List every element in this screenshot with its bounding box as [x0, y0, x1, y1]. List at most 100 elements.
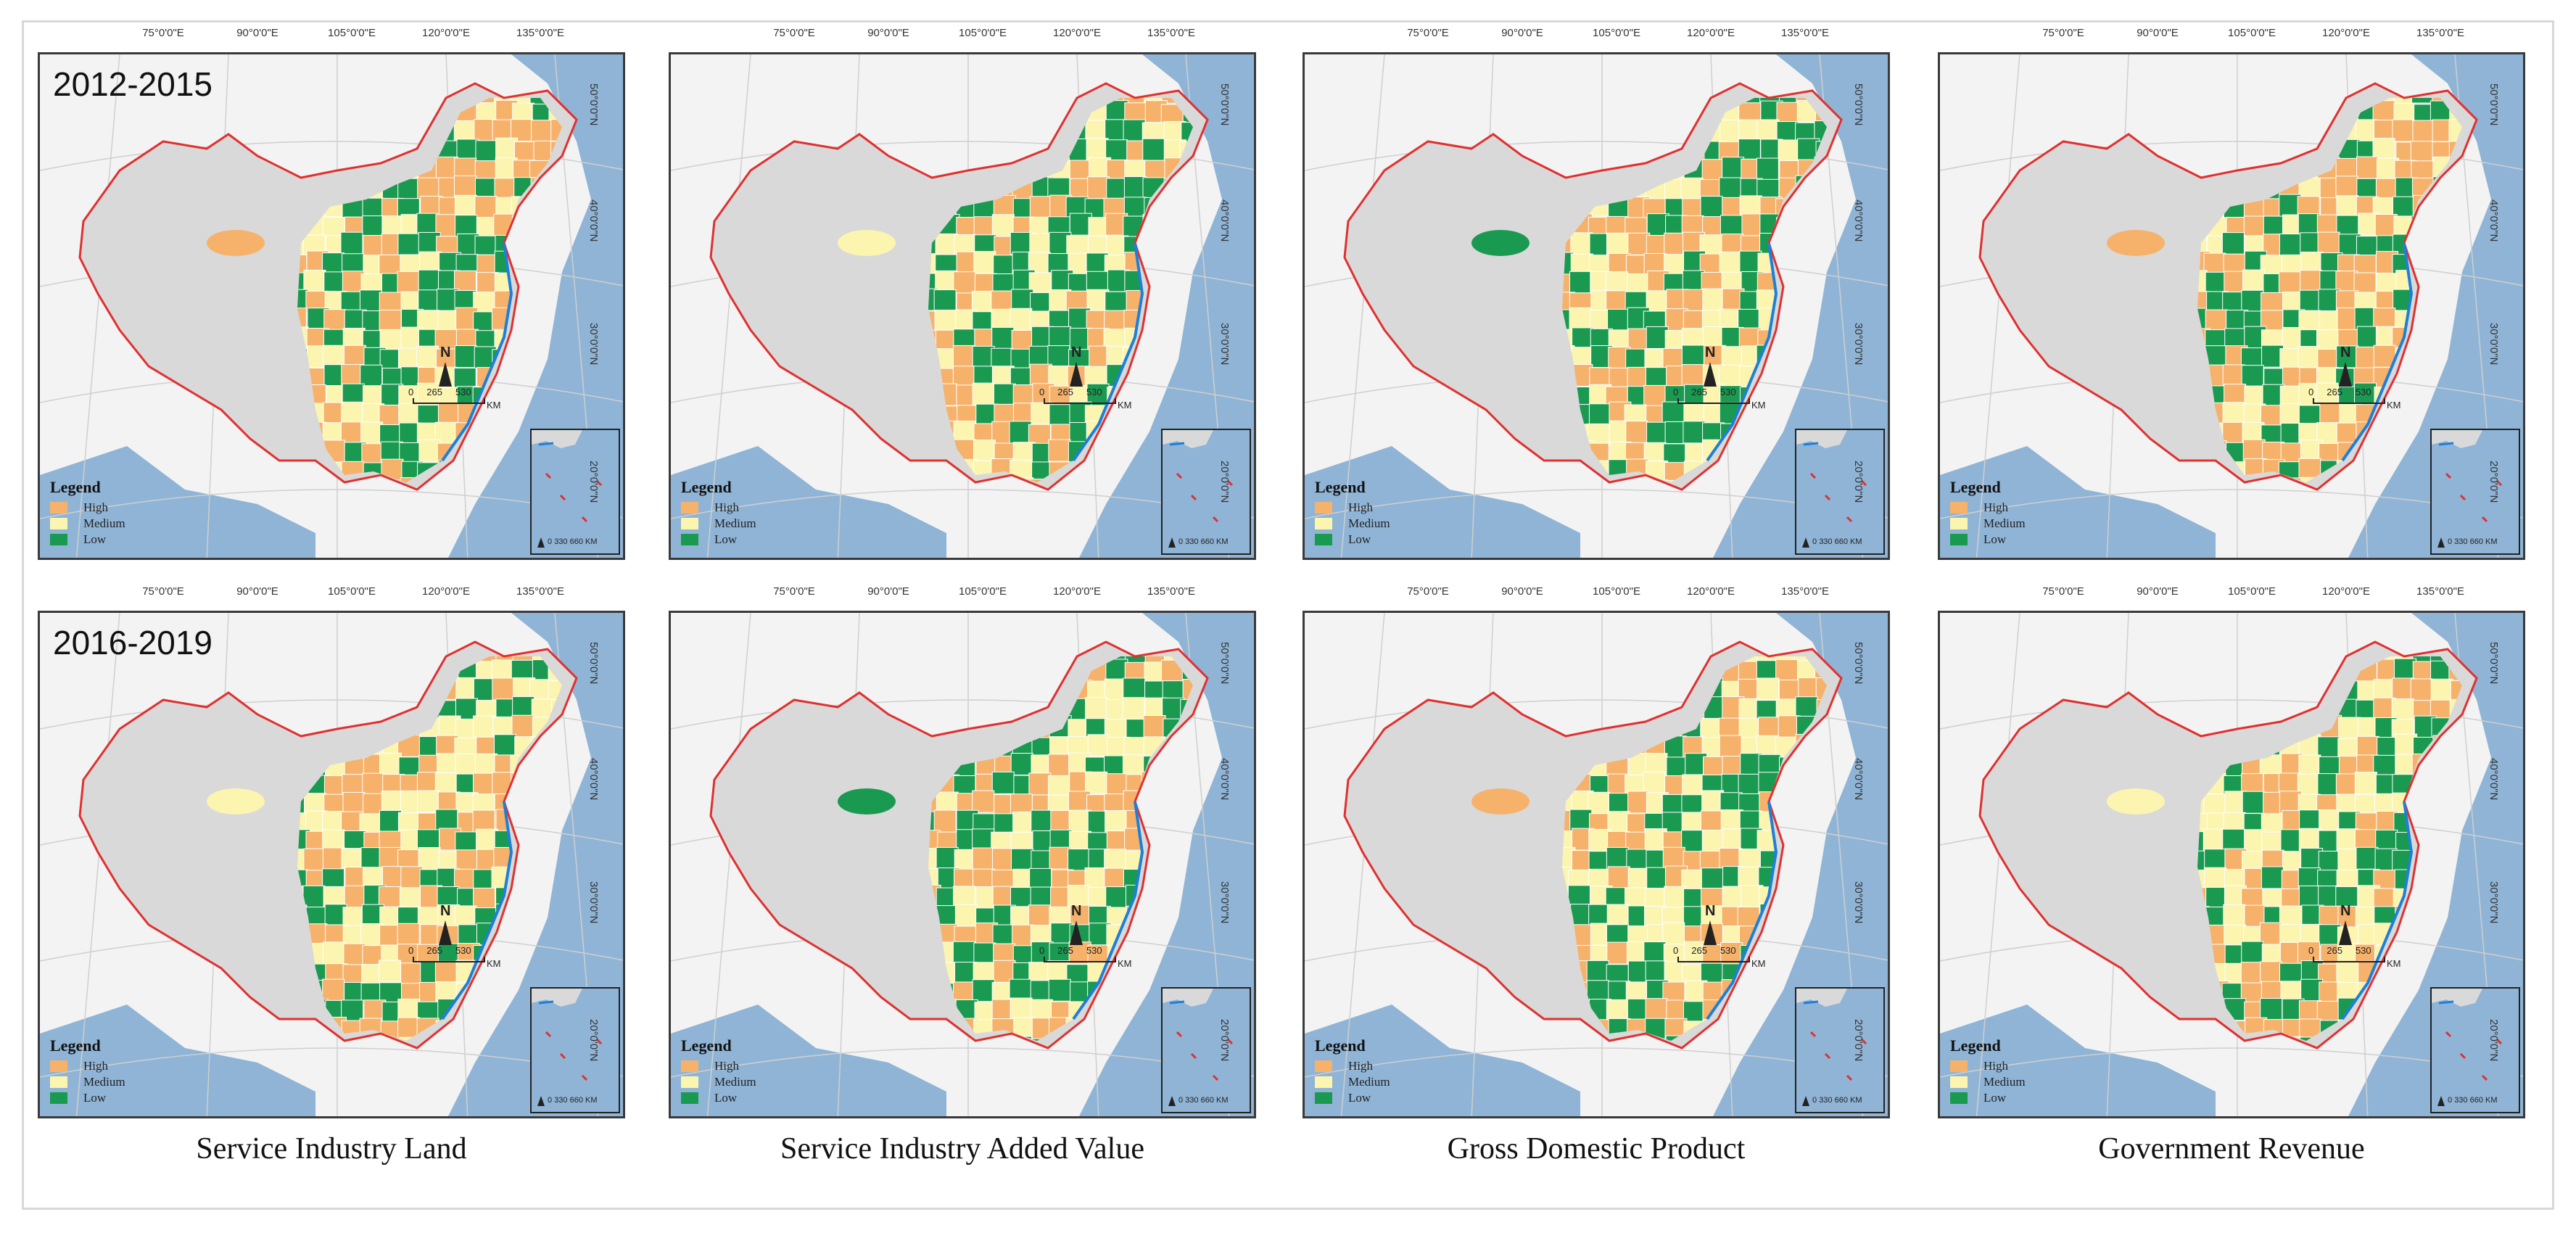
region-high: [2356, 735, 2379, 759]
region-high: [2412, 308, 2435, 331]
longitude-label: 120°0'0"E: [1687, 27, 1735, 39]
region-low: [2336, 215, 2359, 238]
legend-title: Legend: [50, 478, 101, 496]
region-low: [1569, 271, 1592, 294]
legend-label: High: [83, 1059, 108, 1073]
legend-item: Low: [1315, 532, 1390, 548]
region-high: [1104, 442, 1127, 466]
region-low: [952, 941, 975, 964]
legend-label: Low: [714, 532, 738, 546]
region-medium: [1606, 904, 1630, 927]
region-medium: [341, 500, 363, 521]
region-high: [1029, 196, 1052, 219]
region-medium: [2222, 500, 2244, 521]
region-high: [935, 698, 958, 722]
region-low: [530, 772, 553, 796]
region-medium: [1068, 1037, 1091, 1041]
region-low: [380, 660, 403, 683]
region-low: [397, 233, 421, 256]
region-high: [937, 500, 959, 521]
scale-bar-group: N 0 265 530 KM: [1036, 903, 1152, 997]
region-medium: [1718, 364, 1741, 387]
region-medium: [1570, 656, 1593, 664]
region-medium: [972, 382, 995, 405]
region-low: [360, 98, 384, 107]
region-medium: [364, 1057, 386, 1079]
region-medium: [417, 98, 440, 107]
choropleth-map: [40, 54, 623, 558]
region-high: [991, 848, 1015, 871]
region-medium: [360, 121, 384, 144]
inset-scale-tick: 330: [2454, 1096, 2468, 1105]
column-caption: Gross Domestic Product: [1447, 1132, 1746, 1166]
inset-map: 0 330 660 KM: [530, 987, 620, 1113]
inset-scale: 0 330 660 KM: [1178, 537, 1229, 546]
region-low: [956, 680, 979, 704]
inset-scale-tick: 660: [1200, 537, 1214, 546]
legend-swatch-high: [681, 1060, 698, 1072]
region-medium: [529, 330, 553, 353]
region-high: [2336, 497, 2358, 519]
latitude-label: 50°0'0"N: [1218, 642, 1231, 685]
region-medium: [1571, 98, 1594, 106]
scale-tick: 265: [1691, 387, 1707, 397]
legend: Legend High Medium Low: [681, 478, 756, 548]
scale-tick: 265: [1057, 945, 1073, 956]
legend-title: Legend: [1950, 478, 2001, 496]
legend-item: Low: [681, 532, 756, 548]
longitude-label: 75°0'0"E: [2042, 585, 2084, 598]
region-low: [933, 121, 957, 144]
region-low: [1011, 848, 1034, 871]
longitude-label: 105°0'0"E: [328, 27, 376, 39]
region-high: [1587, 656, 1610, 665]
region-high: [1162, 809, 1185, 833]
region-low: [1793, 774, 1817, 797]
region-medium: [1586, 120, 1609, 143]
legend-swatch-high: [50, 1060, 67, 1072]
region-low: [1562, 680, 1574, 703]
coastline: [1706, 801, 1778, 1020]
region-medium: [1646, 677, 1669, 700]
region-high: [2242, 439, 2266, 462]
region-low: [1010, 231, 1033, 255]
region-medium: [994, 98, 1017, 107]
region-high: [1562, 103, 1574, 126]
legend-swatch-high: [1315, 1060, 1332, 1072]
region-high: [529, 292, 553, 316]
coastline: [441, 242, 513, 462]
region-low: [1031, 809, 1054, 833]
region-high: [928, 461, 940, 482]
region-medium: [1628, 120, 1651, 143]
region-medium: [1551, 500, 1572, 521]
region-low: [305, 141, 328, 164]
region-medium: [1664, 886, 1687, 909]
longitude-label: 90°0'0"E: [2137, 27, 2179, 39]
choropleth-map: [1940, 613, 2523, 1116]
longitude-label: 105°0'0"E: [2228, 27, 2276, 39]
longitude-label: 105°0'0"E: [2228, 585, 2276, 598]
region-low: [1571, 680, 1594, 703]
latitude-label: 30°0'0"N: [587, 323, 600, 366]
legend-label: Medium: [1983, 516, 2026, 530]
region-low: [952, 696, 975, 719]
region-low: [360, 139, 383, 162]
inset-scale-tick: 660: [569, 1096, 583, 1105]
latitude-label: 30°0'0"N: [1218, 881, 1231, 924]
latitude-label: 30°0'0"N: [1852, 881, 1865, 924]
legend-swatch-medium: [1315, 1076, 1332, 1088]
legend-swatch-low: [681, 534, 698, 545]
legend-swatch-medium: [681, 1076, 698, 1088]
longitude-label: 90°0'0"E: [2137, 585, 2179, 598]
region-low: [928, 98, 939, 104]
region-high: [492, 677, 515, 701]
region-medium: [2301, 500, 2323, 521]
longitude-label: 90°0'0"E: [867, 27, 909, 39]
region-low: [2411, 98, 2434, 104]
scale-tick: 530: [455, 387, 471, 397]
region-medium: [2245, 496, 2267, 518]
region-high: [323, 498, 344, 519]
longitude-label: 135°0'0"E: [2416, 585, 2464, 598]
region-low: [421, 1057, 442, 1079]
inset-scale-tick: 0: [2448, 537, 2453, 546]
region-high: [342, 271, 365, 294]
